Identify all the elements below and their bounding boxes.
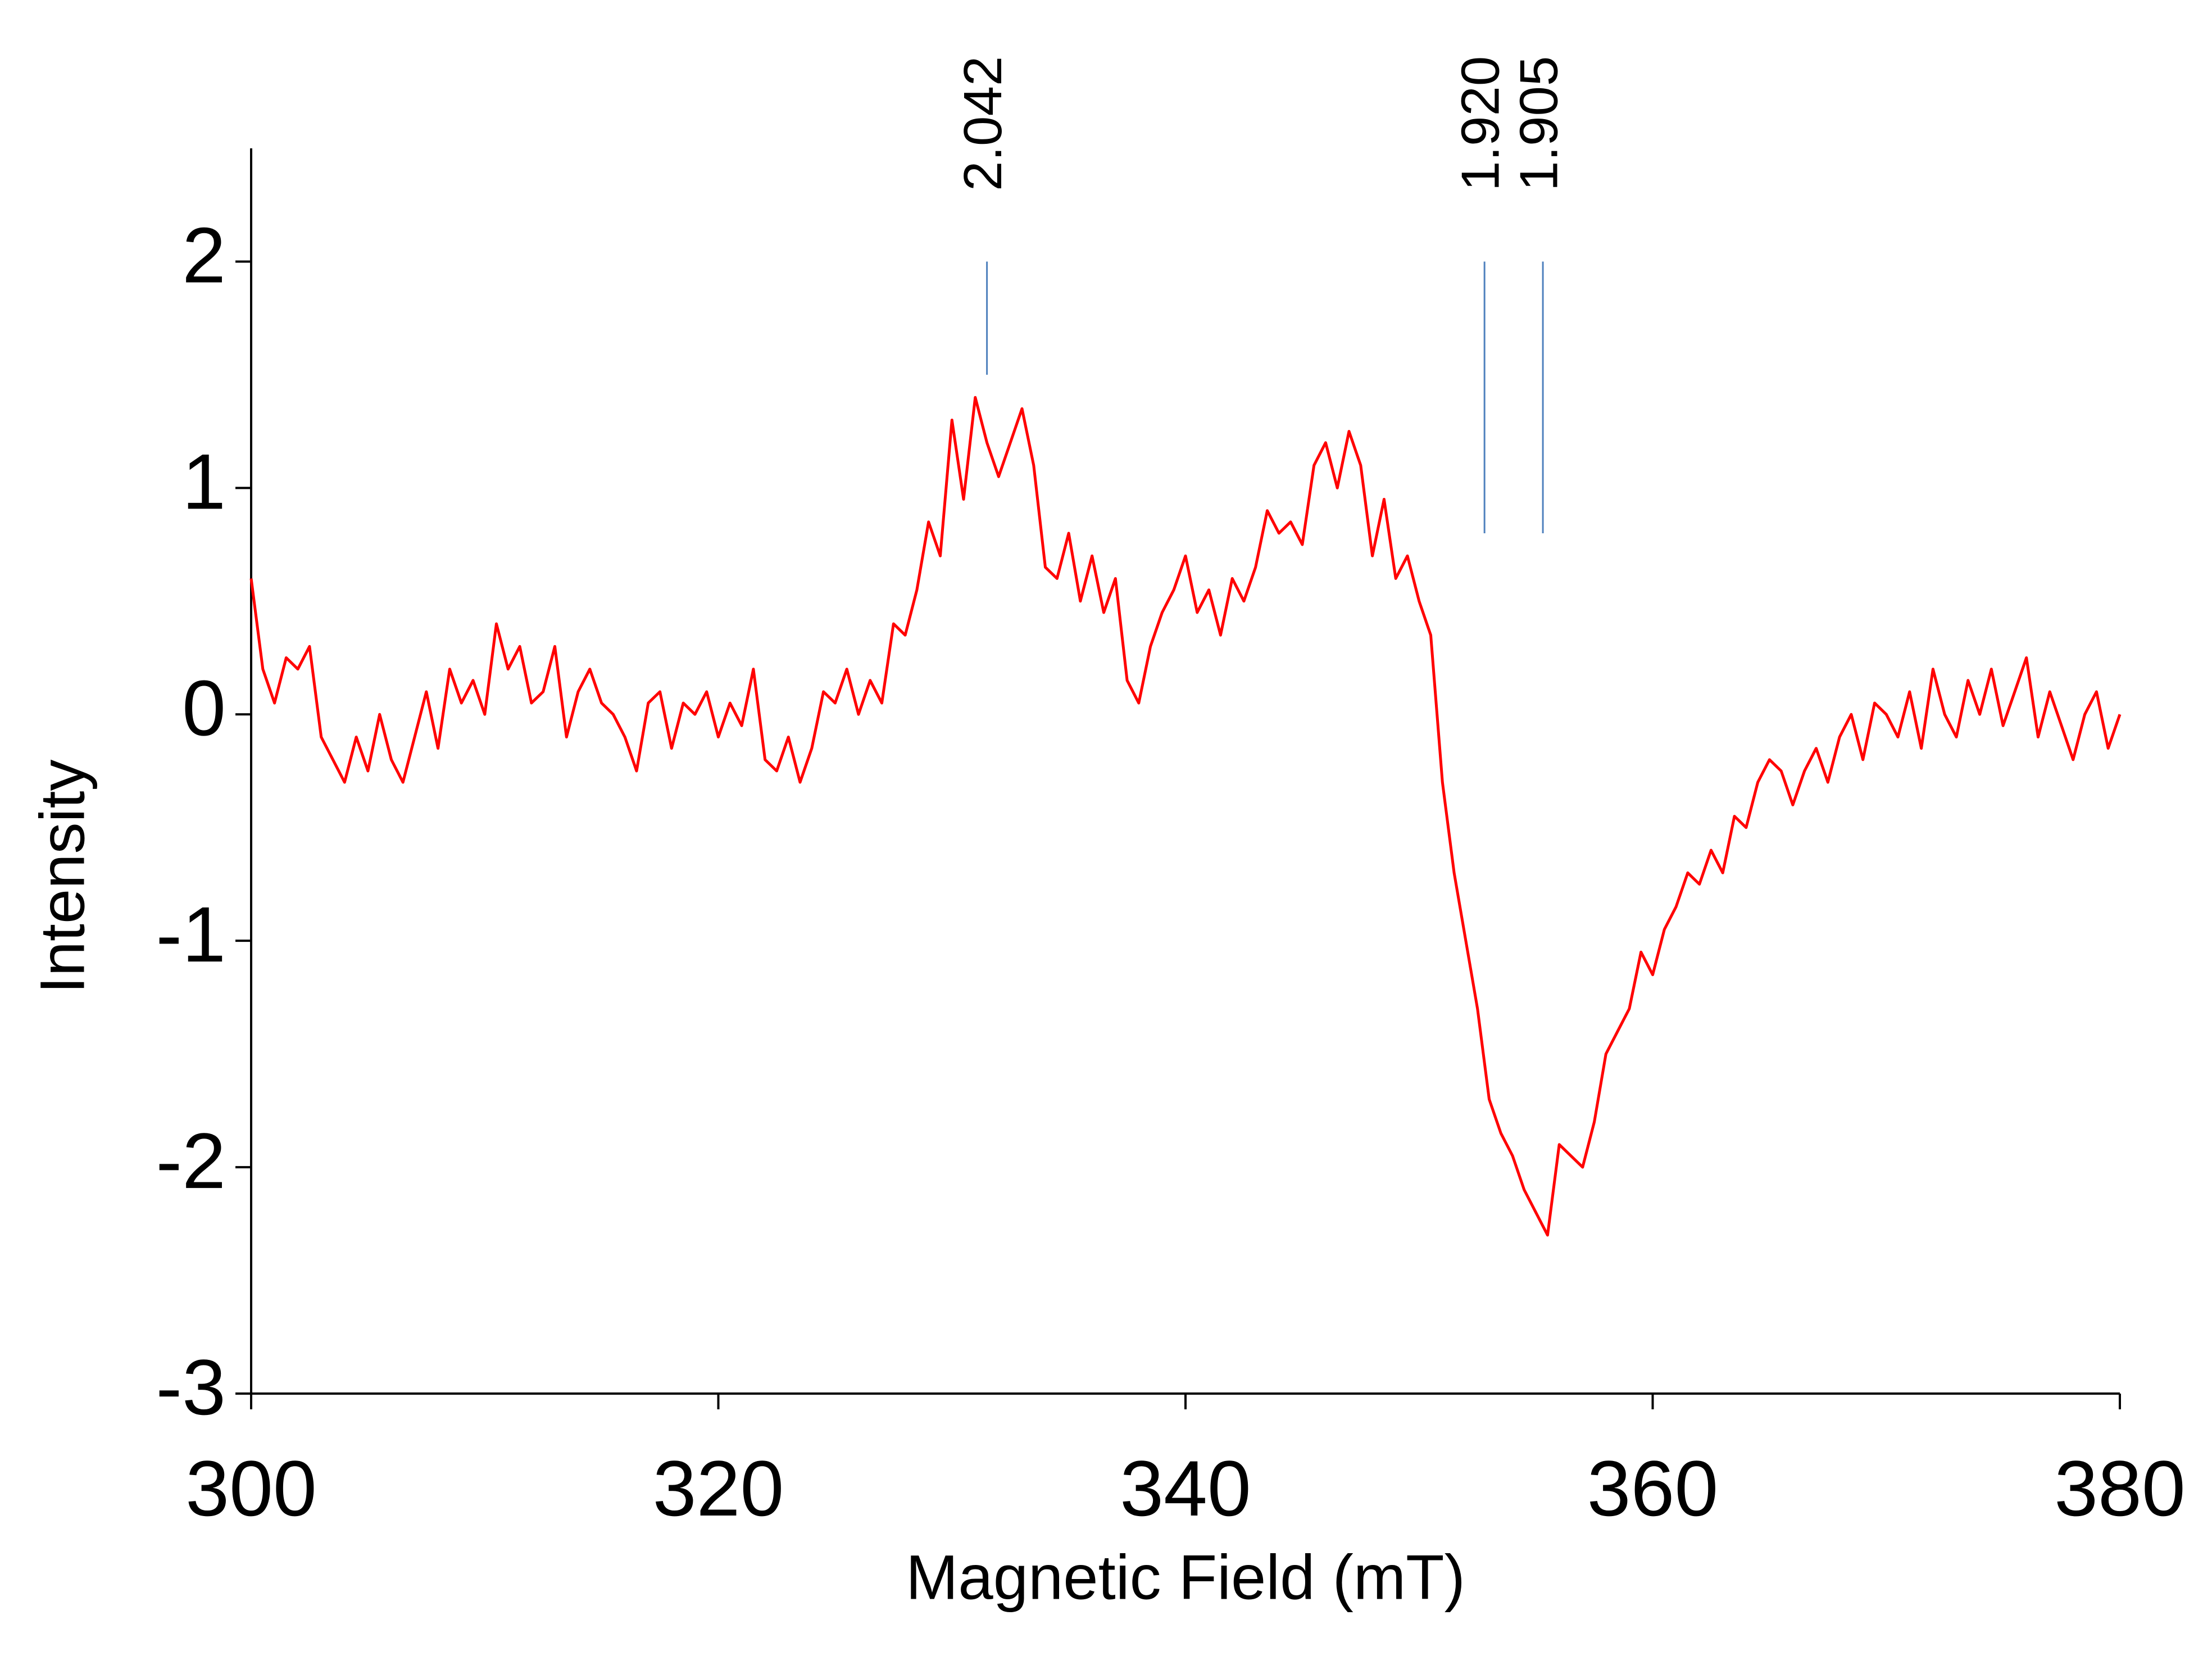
y-tick-label: 2 <box>182 211 226 299</box>
y-tick-label: -2 <box>156 1117 226 1205</box>
y-tick-label: -1 <box>156 890 226 978</box>
data-line <box>249 396 2122 1237</box>
y-tick-label: -3 <box>156 1343 226 1431</box>
annotation-label: 2.042 <box>953 56 1013 191</box>
x-tick-label: 340 <box>1120 1444 1251 1532</box>
x-tick-label: 360 <box>1587 1444 1719 1532</box>
y-tick-label: 1 <box>182 437 226 525</box>
y-axis-title: Intensity <box>28 759 98 993</box>
y-tick-label: 0 <box>182 664 226 752</box>
x-axis-title: Magnetic Field (mT) <box>906 1542 1465 1613</box>
x-tick-label: 380 <box>2054 1444 2186 1532</box>
annotation-label: 1.920 <box>1451 56 1511 191</box>
x-tick-label: 300 <box>185 1444 317 1532</box>
annotation-label: 1.905 <box>1509 56 1569 191</box>
x-tick-label: 320 <box>653 1444 784 1532</box>
